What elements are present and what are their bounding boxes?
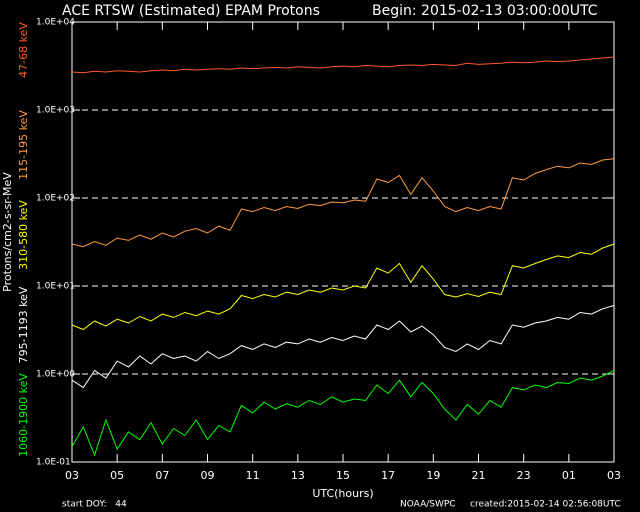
y-axis-label: Protons/cm2-s-sr-MeV bbox=[1, 172, 14, 292]
y-tick-label: 1.0E+03 bbox=[36, 106, 75, 116]
x-tick-label: 21 bbox=[472, 469, 486, 482]
series-line bbox=[71, 305, 615, 389]
x-tick-label: 09 bbox=[201, 469, 215, 482]
footer-left: start DOY: 44 bbox=[62, 500, 127, 510]
x-tick-label: 05 bbox=[110, 469, 124, 482]
series-line bbox=[71, 56, 615, 74]
y-tick-label: 1.0E+00 bbox=[36, 370, 75, 380]
footer-right: created:2015-02-14 02:56:08UTC bbox=[470, 500, 621, 510]
x-tick-label: 03 bbox=[607, 469, 621, 482]
x-tick-label: 17 bbox=[381, 469, 395, 482]
series-line bbox=[71, 243, 615, 331]
chart-subtitle: Begin: 2015-02-13 03:00:00UTC bbox=[372, 3, 598, 19]
plot-frame bbox=[71, 21, 615, 463]
y-tick-label: 1.0E-01 bbox=[36, 458, 71, 468]
x-tick-label: 23 bbox=[517, 469, 531, 482]
legend-label: 47-68 keV bbox=[17, 22, 30, 78]
y-tick-label: 1.0E+02 bbox=[36, 194, 75, 204]
legend-label: 795-1193 keV bbox=[17, 286, 30, 363]
footer-center: NOAA/SWPC bbox=[400, 500, 456, 510]
x-tick-label: 11 bbox=[246, 469, 260, 482]
y-tick-label: 1.0E+01 bbox=[36, 282, 75, 292]
x-tick-label: 13 bbox=[291, 469, 305, 482]
x-axis-label: UTC(hours) bbox=[312, 487, 373, 500]
x-tick-label: 19 bbox=[426, 469, 440, 482]
chart-title: ACE RTSW (Estimated) EPAM Protons bbox=[62, 3, 320, 19]
legend-label: 310-580 keV bbox=[17, 200, 30, 270]
series-line bbox=[71, 158, 615, 248]
series-line bbox=[71, 369, 615, 457]
x-tick-label: 15 bbox=[336, 469, 350, 482]
x-tick-label: 01 bbox=[562, 469, 576, 482]
legend-label: 115-195 keV bbox=[17, 110, 30, 180]
legend-label: 1060-1900 keV bbox=[17, 373, 30, 457]
x-tick-label: 07 bbox=[155, 469, 169, 482]
y-tick-label: 1.0E+04 bbox=[36, 18, 75, 28]
x-tick-label: 03 bbox=[65, 469, 79, 482]
